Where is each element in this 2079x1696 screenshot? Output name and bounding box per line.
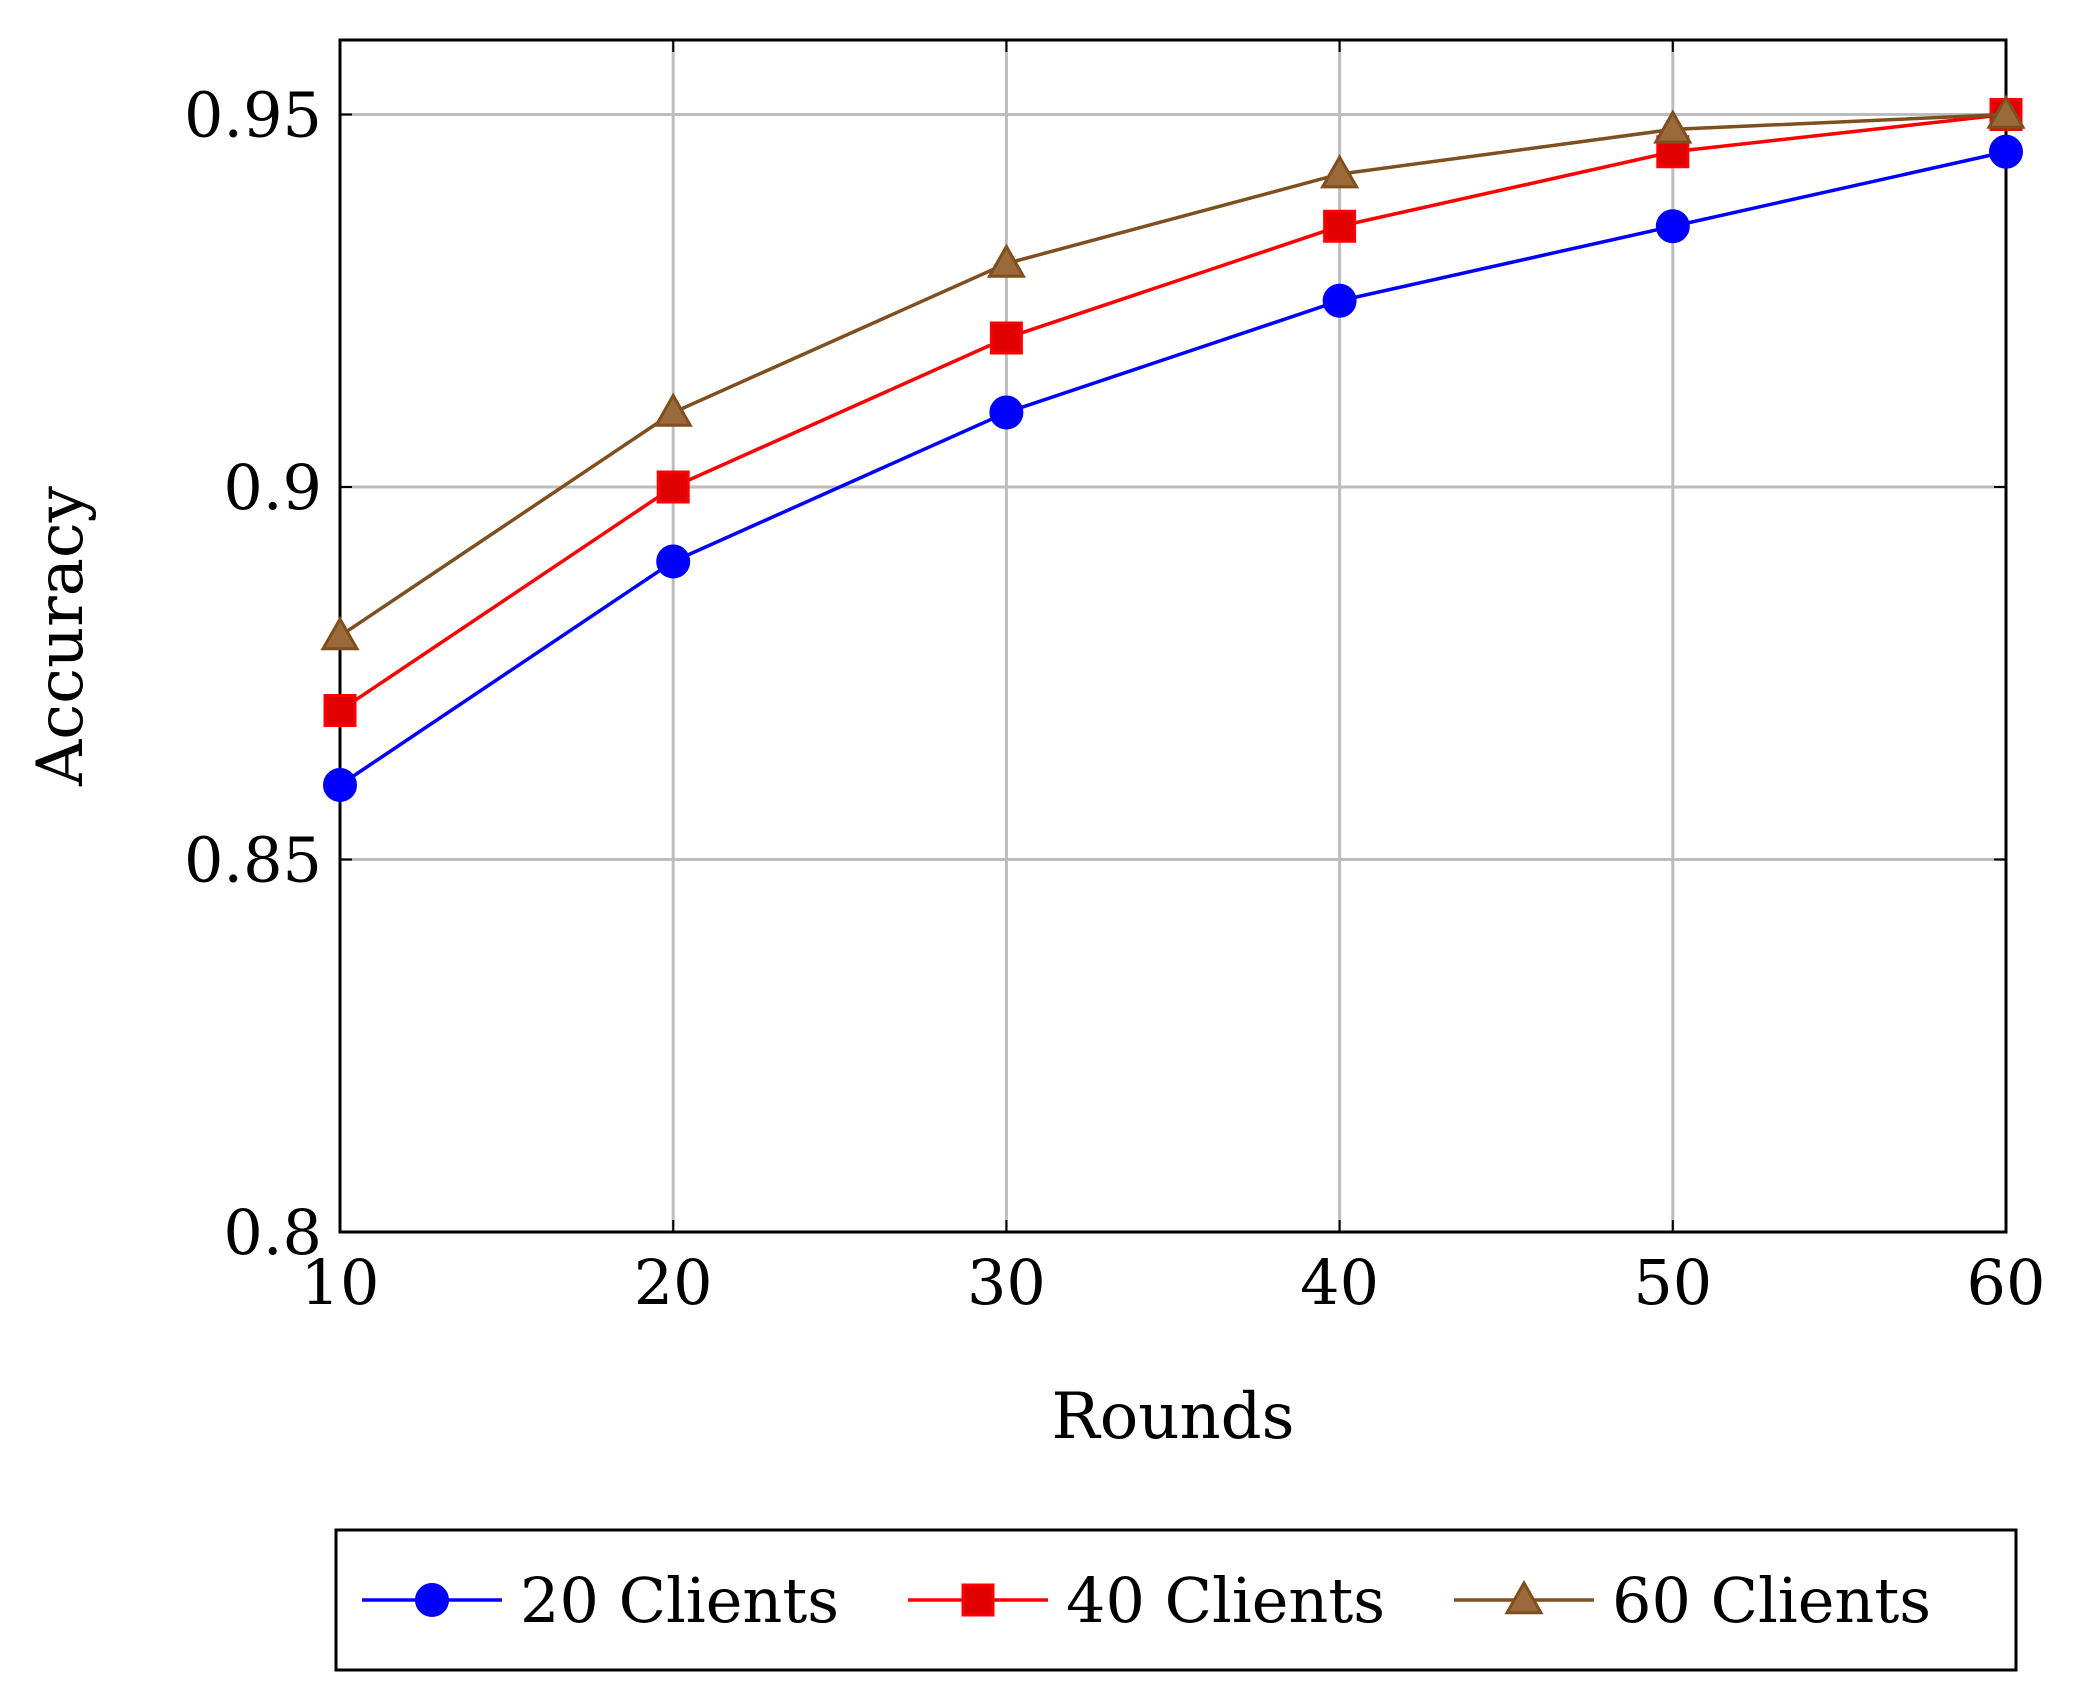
x-axis-label: Rounds [1052,1380,1295,1454]
data-point [1320,154,1360,189]
axis-ticks: 10 20 30 40 50 60 0.8 0.85 0.9 0.95 [184,40,2046,1319]
data-point [1322,283,1357,318]
legend-marker [1504,1579,1544,1615]
legend-item-2: 40 Clients [908,1564,1385,1637]
data-point [1986,94,2026,129]
x-tick-label: 40 [1300,1246,1379,1319]
legend-item-3: 60 Clients [1454,1564,1931,1637]
series-3 [320,94,2026,651]
y-tick-label: 0.8 [223,1196,322,1269]
legend-item-1: 20 Clients [362,1564,839,1637]
legend-marker [415,1583,449,1617]
legend: 20 Clients 40 Clients 60 Clients [334,1528,2018,1672]
legend-label: 40 Clients [1066,1564,1385,1637]
legend-label: 20 Clients [520,1564,839,1637]
y-tick-label: 0.85 [184,824,322,897]
legend-box [334,1528,2018,1672]
data-point [320,615,360,651]
data-point [989,395,1024,430]
data-point [656,544,691,579]
x-tick-label: 20 [634,1246,713,1319]
y-tick-label: 0.9 [223,451,322,524]
series-1 [323,134,2023,802]
x-tick-label: 10 [301,1246,380,1319]
data-point [656,470,690,504]
series-line [339,112,2007,712]
data-point [323,694,357,727]
data-point [986,243,1026,278]
data-point [653,392,693,427]
x-tick-label: 30 [967,1246,1046,1319]
y-tick-label: 0.95 [184,79,322,152]
x-tick-label: 60 [1967,1246,2046,1319]
legend-label: 60 Clients [1612,1564,1931,1637]
series-2 [323,98,2023,727]
series-layer [320,94,2026,802]
data-point [1653,109,1693,144]
data-point [1655,209,1690,244]
data-point [1989,134,2023,169]
series-line [339,150,2007,787]
data-point [323,768,357,802]
series-line [339,112,2007,638]
data-point [989,321,1023,355]
y-axis-label: Accuracy [24,486,98,787]
data-point [1323,209,1357,243]
legend-marker [961,1583,995,1617]
x-tick-label: 50 [1633,1246,1712,1319]
